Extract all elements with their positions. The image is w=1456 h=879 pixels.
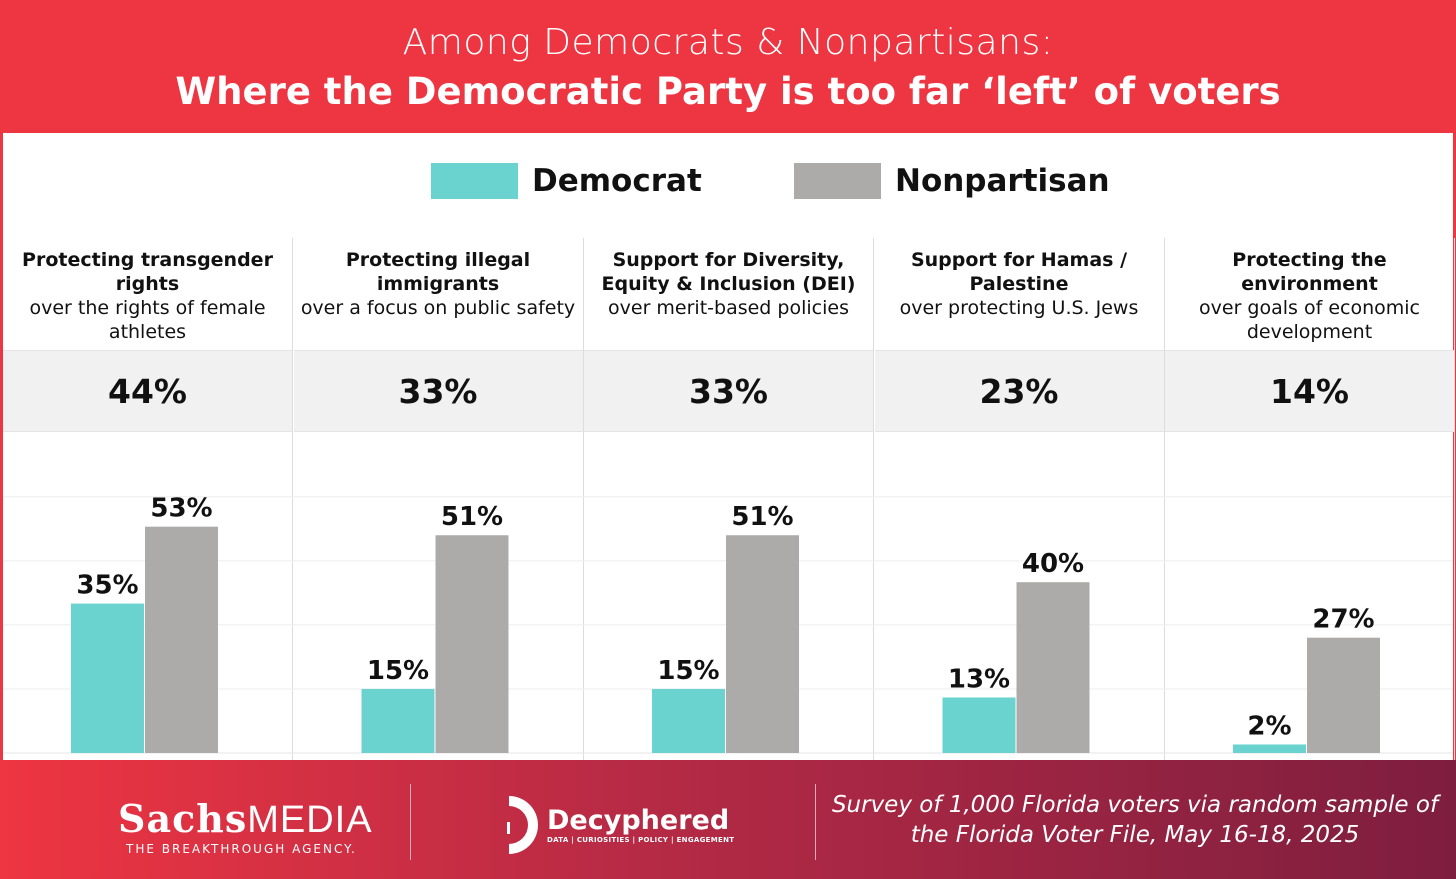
legend-swatch-nonpartisan bbox=[794, 163, 881, 199]
bar-democrat bbox=[361, 688, 435, 753]
data-label: 35% bbox=[76, 571, 138, 601]
sachs-media-logo: SachsMEDIA THE BREAKTHROUGH AGENCY. bbox=[118, 796, 373, 856]
data-label: 2% bbox=[1247, 711, 1291, 741]
bar-plot: 35% 53% 15% 51% 15% 51% 13% 40% 2% 27% bbox=[3, 494, 1453, 754]
divider bbox=[815, 784, 816, 860]
decyphered-icon bbox=[507, 796, 538, 854]
data-label: 51% bbox=[731, 502, 793, 532]
logo-text: MEDIA bbox=[247, 799, 373, 841]
category-bold: Protecting illegal immigrants bbox=[345, 249, 531, 295]
logo-text: Sachs bbox=[118, 796, 248, 841]
bar-nonpartisan bbox=[435, 535, 509, 753]
data-label: 51% bbox=[441, 502, 503, 532]
category-label: Protecting the environment over goals of … bbox=[1165, 238, 1454, 350]
category-column: Protecting transgender rights over the ri… bbox=[3, 238, 293, 760]
title-line-2: Where the Democratic Party is too far ‘l… bbox=[175, 70, 1281, 113]
divider bbox=[410, 784, 411, 860]
title-line-1: Among Democrats & Nonpartisans: bbox=[402, 22, 1054, 63]
data-label: 15% bbox=[367, 656, 429, 686]
data-label: 27% bbox=[1312, 605, 1374, 635]
bar-democrat bbox=[71, 603, 144, 753]
overall-percent: 14% bbox=[1165, 350, 1454, 432]
bar-nonpartisan bbox=[145, 526, 218, 753]
logo-text: Decyphered bbox=[547, 805, 730, 836]
legend-nonpartisan: Nonpartisan bbox=[794, 163, 1110, 199]
category-column: Support for Diversity, Equity & Inclusio… bbox=[584, 238, 874, 760]
logo-tagline: DATA | CURIOSITIES | POLICY | ENGAGEMENT bbox=[547, 836, 735, 844]
category-bold: Support for Diversity, Equity & Inclusio… bbox=[601, 249, 856, 295]
bar-nonpartisan bbox=[1307, 637, 1380, 753]
decyphered-logo: Decyphered DATA | CURIOSITIES | POLICY |… bbox=[505, 794, 734, 856]
header: Among Democrats & Nonpartisans: Where th… bbox=[0, 0, 1456, 133]
category-column: Support for Hamas / Palestine over protec… bbox=[874, 238, 1165, 760]
category-detail: over protecting U.S. Jews bbox=[899, 297, 1139, 319]
category-detail: over the rights of female athletes bbox=[29, 297, 266, 343]
legend-swatch-democrat bbox=[431, 163, 518, 199]
category-detail: over goals of economic development bbox=[1199, 297, 1420, 343]
data-label: 15% bbox=[657, 656, 719, 686]
legend: Democrat Nonpartisan bbox=[3, 163, 1453, 203]
category-bold: Protecting the environment bbox=[1232, 249, 1387, 295]
logo-tagline: THE BREAKTHROUGH AGENCY. bbox=[126, 842, 357, 856]
category-column: Protecting illegal immigrants over a focu… bbox=[293, 238, 584, 760]
overall-percent: 33% bbox=[584, 350, 873, 432]
survey-note: Survey of 1,000 Florida voters via rando… bbox=[831, 792, 1439, 848]
data-label: 40% bbox=[1022, 549, 1084, 579]
legend-label: Nonpartisan bbox=[895, 163, 1110, 199]
overall-percent: 44% bbox=[3, 350, 292, 432]
category-detail: over a focus on public safety bbox=[300, 297, 576, 319]
bar-democrat bbox=[652, 688, 725, 753]
bar-nonpartisan bbox=[1016, 582, 1090, 753]
bar-nonpartisan bbox=[726, 535, 799, 753]
legend-democrat: Democrat bbox=[431, 163, 702, 199]
bar-democrat bbox=[1233, 744, 1306, 753]
data-label: 13% bbox=[948, 664, 1010, 694]
category-label: Support for Hamas / Palestine over protec… bbox=[875, 238, 1164, 350]
overall-percent: 33% bbox=[293, 350, 583, 432]
legend-label: Democrat bbox=[532, 163, 702, 199]
chart-panel: Democrat Nonpartisan Protecting transgen… bbox=[3, 133, 1455, 760]
category-bold: Protecting transgender rights bbox=[22, 249, 273, 295]
category-label: Protecting illegal immigrants over a focu… bbox=[294, 238, 583, 350]
category-bold: Support for Hamas / Palestine bbox=[910, 249, 1128, 295]
category-detail: over merit-based policies bbox=[608, 297, 849, 319]
category-label: Support for Diversity, Equity & Inclusio… bbox=[584, 238, 873, 350]
category-column: Protecting the environment over goals of … bbox=[1165, 238, 1455, 760]
bar-democrat bbox=[942, 697, 1016, 753]
footer: SachsMEDIA THE BREAKTHROUGH AGENCY. Decy… bbox=[0, 760, 1456, 879]
category-label: Protecting transgender rights over the ri… bbox=[3, 238, 292, 350]
overall-percent: 23% bbox=[874, 350, 1164, 432]
data-label: 53% bbox=[150, 494, 212, 524]
